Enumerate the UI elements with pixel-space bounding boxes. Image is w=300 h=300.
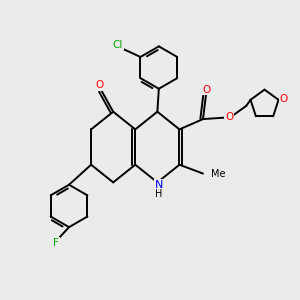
- Text: Cl: Cl: [112, 40, 123, 50]
- Text: O: O: [202, 85, 211, 94]
- Text: N: N: [154, 180, 163, 190]
- Text: H: H: [155, 189, 163, 199]
- Text: O: O: [225, 112, 233, 122]
- Text: O: O: [96, 80, 104, 90]
- Text: Me: Me: [211, 169, 226, 178]
- Text: F: F: [53, 238, 59, 248]
- Text: O: O: [280, 94, 288, 103]
